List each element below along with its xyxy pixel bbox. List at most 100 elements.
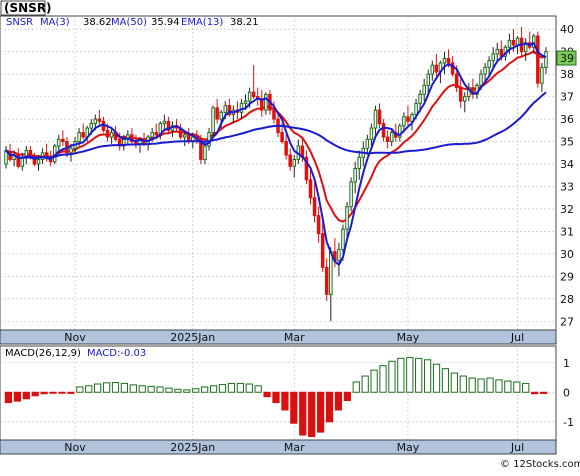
x-tick-label-bottom: Mar [284,441,305,454]
candle-up [264,93,268,111]
price-y-axis: 27 28 29 30 31 32 33 34 35 36 37 38 39 40 [560,23,574,328]
price-y-tick-label: 35 [560,136,574,149]
macd-bar-negative [13,391,21,402]
candle-up [426,73,430,86]
macd-bar-positive [388,360,396,393]
candle-down [511,39,516,46]
macd-bar-negative [22,391,30,400]
macd-bar-negative [316,391,325,433]
ma50-line [5,91,547,159]
candle-up [349,181,353,208]
price-legend: SNSR MA(3) 38.62 MA(50) 35.94 EMA(13) 38.21 [6,17,259,28]
candle-down [81,132,85,138]
candle-up [345,206,349,230]
macd-bar-positive [486,377,494,393]
macd-bar-positive [174,388,182,393]
candle-up [57,138,61,147]
site-credit: © 12Stocks.com [500,459,580,470]
macd-legend-entry: MACD(26,12,9) [5,348,81,359]
last-price-box [556,50,577,66]
candle-up [369,127,374,140]
candle-down [454,73,459,89]
price-y-tick-label: 40 [560,23,574,36]
candle-up [89,123,94,129]
macd-bar-positive [361,375,369,393]
date-band-top [0,329,557,345]
macd-legend-entry: MACD:-0.03 [87,348,146,359]
macd-bar-negative [58,391,66,394]
candle-up [109,132,114,138]
candle-down [105,129,110,138]
price-y-tick-label: 27 [560,315,574,328]
candle-up [418,93,422,104]
candle-down [272,109,276,120]
candle-down [8,152,12,161]
macd-bar-positive [397,357,405,393]
macd-bar-negative [299,391,307,436]
candle-down [406,116,410,122]
macd-bar-positive [522,382,530,393]
macd-bar-negative [4,391,13,404]
price-y-tick-label: 28 [560,293,574,306]
macd-bar-negative [539,391,548,394]
price-y-tick-label: 33 [560,180,574,193]
macd-bar-positive [85,385,93,393]
x-tick-label: Jul [510,331,524,344]
candle-up [292,159,297,167]
price-panel [0,15,557,331]
title-box [0,0,46,16]
candle-down [320,233,325,268]
macd-bar-positive [495,379,503,393]
x-tick-label: Mar [284,331,305,344]
candle-down [324,266,329,295]
macd-y-tick-label: 0 [563,386,570,399]
candle-down [536,35,540,84]
macd-bar-positive [468,377,476,393]
candle-down [308,179,313,199]
macd-bar-negative [290,391,298,424]
x-axis-top: Nov2025JanMarMayJulSep [64,331,524,344]
price-y-tick-label: 34 [560,158,574,171]
date-band-bottom [0,439,557,455]
candle-down [227,105,232,116]
ma-lines-group [5,41,547,267]
macd-bar-positive [406,356,414,393]
candle-up [341,228,345,250]
macd-bar-positive [370,369,378,393]
price-y-tick-label: 29 [560,270,574,283]
macd-bar-positive [156,386,164,393]
candle-up [495,48,500,55]
macd-bar-positive [450,372,458,393]
candle-down [288,154,292,167]
candle-up [211,107,215,134]
candle-down [450,62,455,75]
candle-up [532,35,536,48]
ma3-line [5,41,547,267]
price-legend-entry: 35.94 [151,17,180,28]
candle-up [479,73,483,86]
price-legend-entry: 38.62 [83,17,112,28]
candle-down [316,215,321,235]
price-y-tick-label: 36 [560,113,574,126]
macd-bar-negative [281,391,289,411]
macd-bar-negative [531,391,539,395]
macd-bar-positive [218,384,227,393]
macd-bar-positive [102,382,111,393]
macd-bar-negative [67,391,75,394]
price-legend-entry: EMA(13) [181,17,223,28]
candle-up [422,84,426,95]
candle-down [381,123,386,138]
candle-down [199,138,203,161]
macd-y-tick-label: -1 [563,416,574,429]
macd-bar-positive [76,386,84,393]
candle-up [203,145,207,161]
macd-bar-positive [254,385,262,393]
candle-up [162,120,167,125]
macd-bar-positive [138,385,146,393]
x-tick-label: Nov [64,331,86,344]
candle-up [365,138,370,149]
candle-up [430,64,435,75]
x-tick-label: May [397,331,420,344]
candle-down [499,48,504,57]
